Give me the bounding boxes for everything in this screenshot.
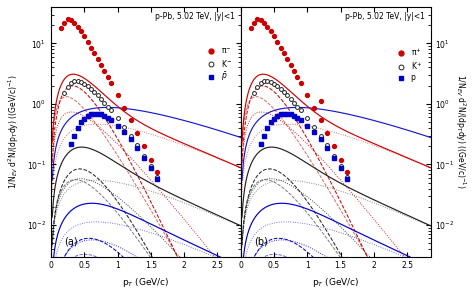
Legend: π$^{-}$, K$^{-}$, $\bar{p}$: π$^{-}$, K$^{-}$, $\bar{p}$ <box>200 43 235 86</box>
Y-axis label: 1/N$_{EV}$ d$^{2}$N/(dp$_{T}$dy) ((GeV/c)$^{-1}$): 1/N$_{EV}$ d$^{2}$N/(dp$_{T}$dy) ((GeV/c… <box>7 74 21 189</box>
X-axis label: p$_{T}$ (GeV/c): p$_{T}$ (GeV/c) <box>312 276 359 289</box>
Text: p-Pb, 5.02 TeV, |y|<1: p-Pb, 5.02 TeV, |y|<1 <box>345 12 425 21</box>
Y-axis label: 1/N$_{EV}$ d$^{2}$N/(dp$_{T}$dy) ((GeV/c)$^{-1}$): 1/N$_{EV}$ d$^{2}$N/(dp$_{T}$dy) ((GeV/c… <box>453 74 467 189</box>
Text: p-Pb, 5.02 TeV, |y|<1: p-Pb, 5.02 TeV, |y|<1 <box>155 12 235 21</box>
Legend: π$^{+}$, K$^{+}$, p: π$^{+}$, K$^{+}$, p <box>390 43 425 86</box>
X-axis label: p$_{T}$ (GeV/c): p$_{T}$ (GeV/c) <box>122 276 170 289</box>
Text: (a): (a) <box>64 237 78 247</box>
Text: (b): (b) <box>254 237 268 247</box>
